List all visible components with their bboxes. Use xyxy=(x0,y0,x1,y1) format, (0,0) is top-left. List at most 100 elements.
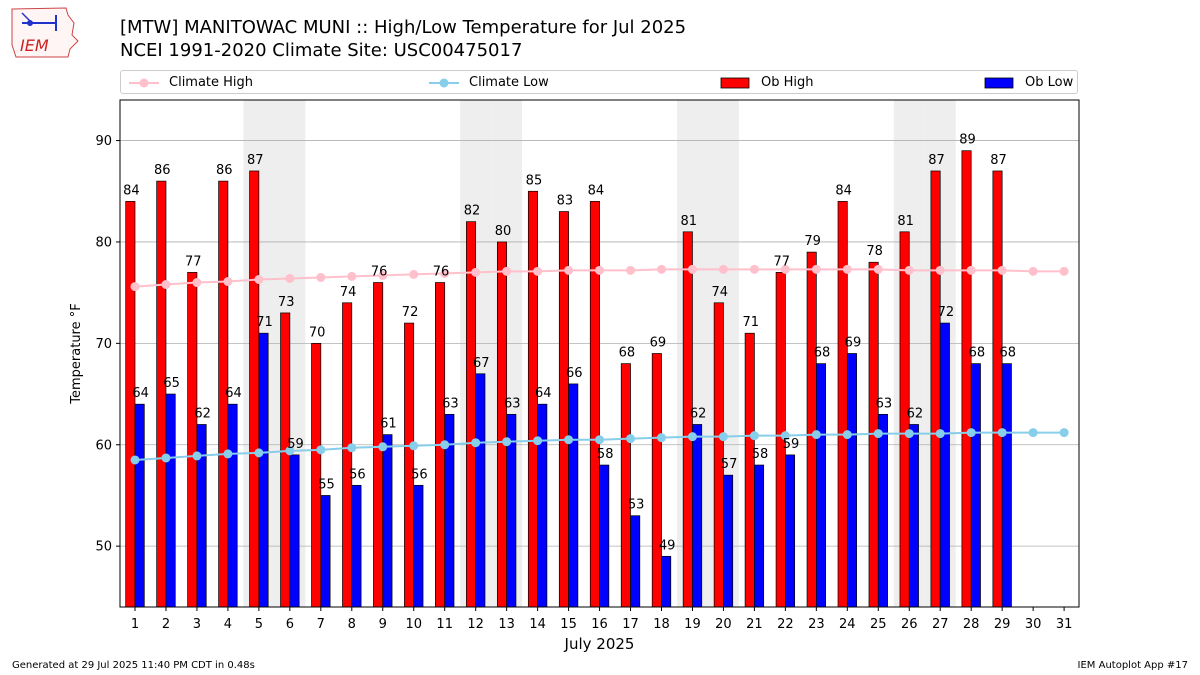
climate-low-point-12 xyxy=(471,438,481,448)
ob-low-label-12: 67 xyxy=(473,356,490,371)
climate-low-point-30 xyxy=(1028,428,1038,438)
x-tick-label-2: 2 xyxy=(162,617,170,632)
ob-low-label-3: 62 xyxy=(194,406,211,421)
ob-low-label-8: 56 xyxy=(349,467,366,482)
ob-low-bar-20 xyxy=(723,474,734,608)
climate-low-point-19 xyxy=(687,432,697,442)
climate-high-point-4 xyxy=(223,277,233,287)
climate-high-point-19 xyxy=(687,264,697,274)
legend-label-climate-low: Climate Low xyxy=(469,75,549,90)
ob-high-bar-17 xyxy=(620,363,631,608)
x-tick-label-13: 13 xyxy=(498,617,515,632)
legend: Climate High Climate Low Ob High Ob Low xyxy=(120,70,1078,94)
x-tick-label-27: 27 xyxy=(932,617,949,632)
climate-low-point-28 xyxy=(966,428,976,438)
climate-low-point-29 xyxy=(997,428,1007,438)
ob-high-label-24: 84 xyxy=(835,183,852,198)
ob-high-bar-1 xyxy=(125,201,136,608)
climate-high-point-6 xyxy=(285,273,295,283)
ob-high-bar-28 xyxy=(961,150,972,608)
y-axis-label: Temperature °F xyxy=(69,303,84,404)
x-tick-label-28: 28 xyxy=(963,617,980,632)
ob-low-label-13: 63 xyxy=(504,396,521,411)
ob-high-label-16: 84 xyxy=(588,183,605,198)
ob-high-bar-20 xyxy=(713,302,724,608)
climate-high-point-21 xyxy=(749,264,759,274)
x-tick-label-26: 26 xyxy=(901,617,918,632)
ob-high-label-3: 77 xyxy=(185,254,202,269)
ob-high-label-5: 87 xyxy=(247,153,264,168)
ob-low-bar-27 xyxy=(939,322,950,608)
x-tick-label-22: 22 xyxy=(777,617,794,632)
climate-high-point-7 xyxy=(316,272,326,282)
logo-text: IEM xyxy=(20,36,49,55)
climate-low-point-9 xyxy=(378,442,388,452)
climate-low-point-4 xyxy=(223,449,233,459)
climate-high-point-16 xyxy=(595,265,605,275)
ob-low-bar-28 xyxy=(970,363,981,608)
climate-low-point-6 xyxy=(285,446,295,456)
ob-low-label-17: 53 xyxy=(628,498,645,513)
ob-low-bar-24 xyxy=(846,353,857,608)
climate-high-point-2 xyxy=(161,280,171,290)
legend-label-climate-high: Climate High xyxy=(169,75,254,90)
ob-low-label-23: 68 xyxy=(814,346,831,361)
ob-high-bar-5 xyxy=(249,170,260,608)
ob-high-label-26: 81 xyxy=(897,214,914,229)
ob-high-label-2: 86 xyxy=(154,163,171,178)
x-tick-label-31: 31 xyxy=(1056,617,1073,632)
climate-low-point-16 xyxy=(595,435,605,445)
ob-high-bar-23 xyxy=(806,251,817,608)
ob-high-label-6: 73 xyxy=(278,295,295,310)
climate-low-point-25 xyxy=(873,429,883,439)
iem-logo: IEM xyxy=(8,5,80,59)
climate-low-point-24 xyxy=(842,430,852,440)
y-tick-label-70: 70 xyxy=(95,337,112,352)
chart-subtitle: NCEI 1991-2020 Climate Site: USC00475017 xyxy=(120,40,523,61)
climate-high-point-5 xyxy=(254,274,264,284)
x-tick-label-10: 10 xyxy=(405,617,422,632)
climate-high-point-9 xyxy=(378,270,388,280)
climate-high-point-10 xyxy=(409,269,419,279)
climate-high-point-24 xyxy=(842,264,852,274)
climate-high-point-31 xyxy=(1059,266,1069,276)
x-tick-label-5: 5 xyxy=(255,617,263,632)
ob-low-bar-1 xyxy=(134,403,145,608)
x-tick-label-15: 15 xyxy=(560,617,577,632)
ob-low-label-6: 59 xyxy=(287,437,304,452)
ob-high-bar-6 xyxy=(280,312,291,608)
ob-high-bar-3 xyxy=(187,272,198,608)
climate-low-point-23 xyxy=(811,430,821,440)
climate-low-point-26 xyxy=(904,429,914,439)
climate-high-point-8 xyxy=(347,271,357,281)
ob-high-label-20: 74 xyxy=(712,285,729,300)
x-tick-label-3: 3 xyxy=(193,617,201,632)
ob-low-label-19: 62 xyxy=(690,406,707,421)
ob-high-label-11: 76 xyxy=(433,265,450,280)
x-tick-label-6: 6 xyxy=(286,617,294,632)
ob-low-bar-26 xyxy=(908,424,919,608)
ob-low-bar-16 xyxy=(599,464,610,608)
climate-high-point-30 xyxy=(1028,266,1038,276)
climate-low-point-13 xyxy=(502,437,512,447)
climate-low-point-27 xyxy=(935,429,945,439)
climate-low-point-21 xyxy=(749,431,759,441)
ob-low-label-28: 68 xyxy=(969,346,986,361)
x-tick-label-20: 20 xyxy=(715,617,732,632)
ob-high-label-8: 74 xyxy=(340,285,357,300)
ob-high-label-19: 81 xyxy=(681,214,698,229)
climate-high-point-28 xyxy=(966,265,976,275)
ob-low-bar-17 xyxy=(630,515,641,608)
x-tick-label-21: 21 xyxy=(746,617,763,632)
ob-high-label-4: 86 xyxy=(216,163,233,178)
ob-high-bar-8 xyxy=(342,302,353,608)
x-tick-label-18: 18 xyxy=(653,617,670,632)
climate-high-point-11 xyxy=(440,268,450,278)
ob-low-label-21: 58 xyxy=(752,447,769,462)
climate-low-point-5 xyxy=(254,448,264,458)
x-tick-label-12: 12 xyxy=(467,617,484,632)
ob-high-label-21: 71 xyxy=(742,315,759,330)
ob-high-bar-21 xyxy=(744,332,755,608)
ob-low-bar-21 xyxy=(754,464,765,608)
ob-high-label-25: 78 xyxy=(866,244,883,259)
